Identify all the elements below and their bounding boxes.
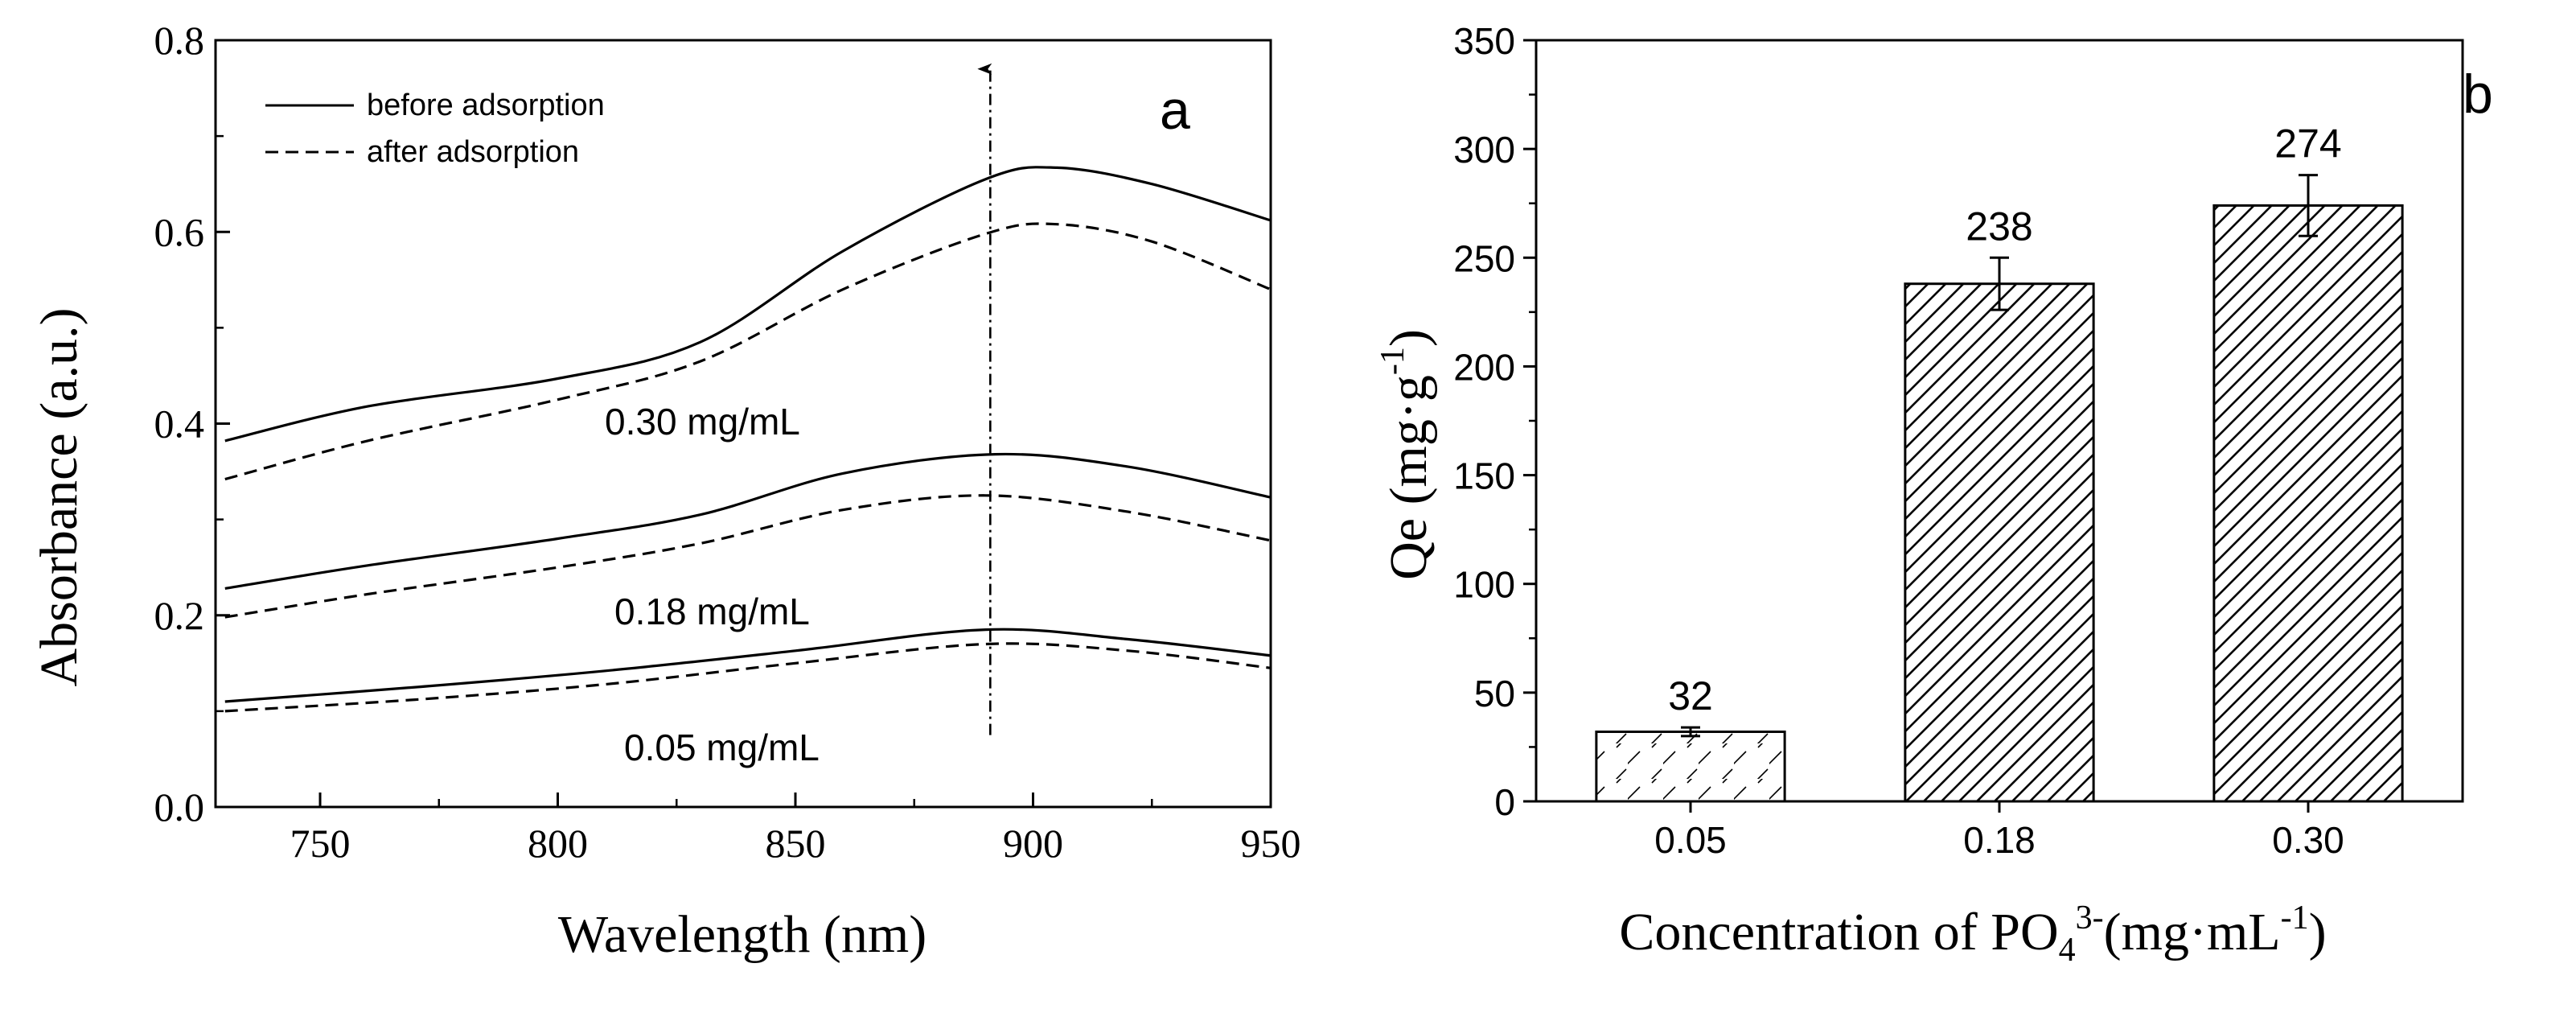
y-tick-label-0-8: 0.8 <box>154 18 205 63</box>
panel-a-xlabel: Wavelength (nm) <box>558 905 926 964</box>
b-y-tick-label-250: 250 <box>1453 237 1515 279</box>
xlabel-sup: 3- <box>2076 900 2104 937</box>
legend-label-after: after adsorption <box>367 135 579 169</box>
legend-label-before: before adsorption <box>367 89 605 122</box>
x-tick-label-950: 950 <box>1241 821 1301 866</box>
xlabel-close: ) <box>2309 903 2327 961</box>
panel-b-ylabel: Qe (mg·g-1) <box>1374 329 1438 580</box>
panel-a-series-group <box>224 166 1272 713</box>
x-tick-label-800: 800 <box>528 821 588 866</box>
category-label-0-30: 0.30 <box>2272 819 2344 861</box>
panel-a-absorbance-chart: 750 800 850 900 950 0.0 0.2 0.4 0.6 0.8 before ad… <box>30 18 1301 964</box>
ylabel-close: ) <box>1379 329 1438 347</box>
panel-b-axes: 0 50 100 150 200 250 300 350 <box>1453 20 2464 823</box>
panel-b-bars-group: 32 0.05 238 0.18 274 0.30 <box>1595 121 2404 861</box>
panel-a-axes: 750 800 850 900 950 0.0 0.2 0.4 0.6 0.8 <box>154 18 1301 866</box>
b-y-tick-label-100: 100 <box>1453 564 1515 606</box>
b-y-tick-label-350: 350 <box>1453 20 1515 62</box>
xlabel-unit: (mg·mL <box>2104 903 2281 961</box>
annotation-030: 0.30 mg/mL <box>605 401 800 443</box>
y-tick-label-0-0: 0.0 <box>154 784 205 830</box>
x-tick-label-900: 900 <box>1003 821 1063 866</box>
y-tick-label-0-6: 0.6 <box>154 209 205 254</box>
panel-a-letter: a <box>1160 80 1190 141</box>
series-line-0-18-mg-ml-after-adsorption <box>224 494 1272 619</box>
ylabel-main: Qe (mg·g <box>1379 375 1438 580</box>
panel-b-qe-chart: 32 0.05 238 0.18 274 0.30 0 50 100 150 200 250 300 3… <box>1374 20 2493 969</box>
b-y-tick-label-50: 50 <box>1474 673 1515 714</box>
bar-0-05 <box>1595 731 1786 803</box>
series-line-0-05-mg-ml-after-adsorption <box>224 642 1272 713</box>
panel-a-ylabel: Absorbance (a.u.) <box>30 308 88 687</box>
x-tick-label-850: 850 <box>766 821 826 866</box>
series-line-0-30-mg-ml-before-adsorption <box>224 166 1272 443</box>
series-line-0-30-mg-ml-after-adsorption <box>224 222 1272 481</box>
annotation-018: 0.18 mg/mL <box>614 591 810 632</box>
category-label-0-18: 0.18 <box>1963 819 2036 861</box>
bar-0-18 <box>1904 282 2095 803</box>
y-tick-label-0-4: 0.4 <box>154 401 205 447</box>
panel-a-legend: before adsorption after adsorption <box>265 89 605 169</box>
b-y-tick-label-0: 0 <box>1494 781 1515 823</box>
series-line-0-18-mg-ml-before-adsorption <box>224 452 1272 590</box>
data-label-0-30: 274 <box>2274 121 2341 167</box>
series-line-0-05-mg-ml-before-adsorption <box>224 628 1272 703</box>
xlabel-unit-sup: -1 <box>2281 900 2309 937</box>
category-label-0-05: 0.05 <box>1654 819 1727 861</box>
bar-0-30 <box>2212 204 2404 803</box>
data-label-0-18: 238 <box>1966 204 2032 249</box>
b-y-tick-label-300: 300 <box>1453 129 1515 171</box>
b-y-tick-label-200: 200 <box>1453 346 1515 388</box>
data-label-0-05: 32 <box>1668 673 1713 718</box>
annotation-005: 0.05 mg/mL <box>624 727 820 768</box>
ylabel-sup: -1 <box>1374 347 1411 375</box>
b-y-tick-label-150: 150 <box>1453 455 1515 497</box>
x-tick-label-750: 750 <box>290 821 351 866</box>
panel-b-xlabel: Concentration of PO43-(mg·mL-1) <box>1619 900 2326 969</box>
y-tick-label-0-2: 0.2 <box>154 593 205 638</box>
panel-b-letter: b <box>2463 64 2493 125</box>
xlabel-sub: 4 <box>2059 932 2076 969</box>
xlabel-main: Concentration of PO <box>1619 903 2058 961</box>
